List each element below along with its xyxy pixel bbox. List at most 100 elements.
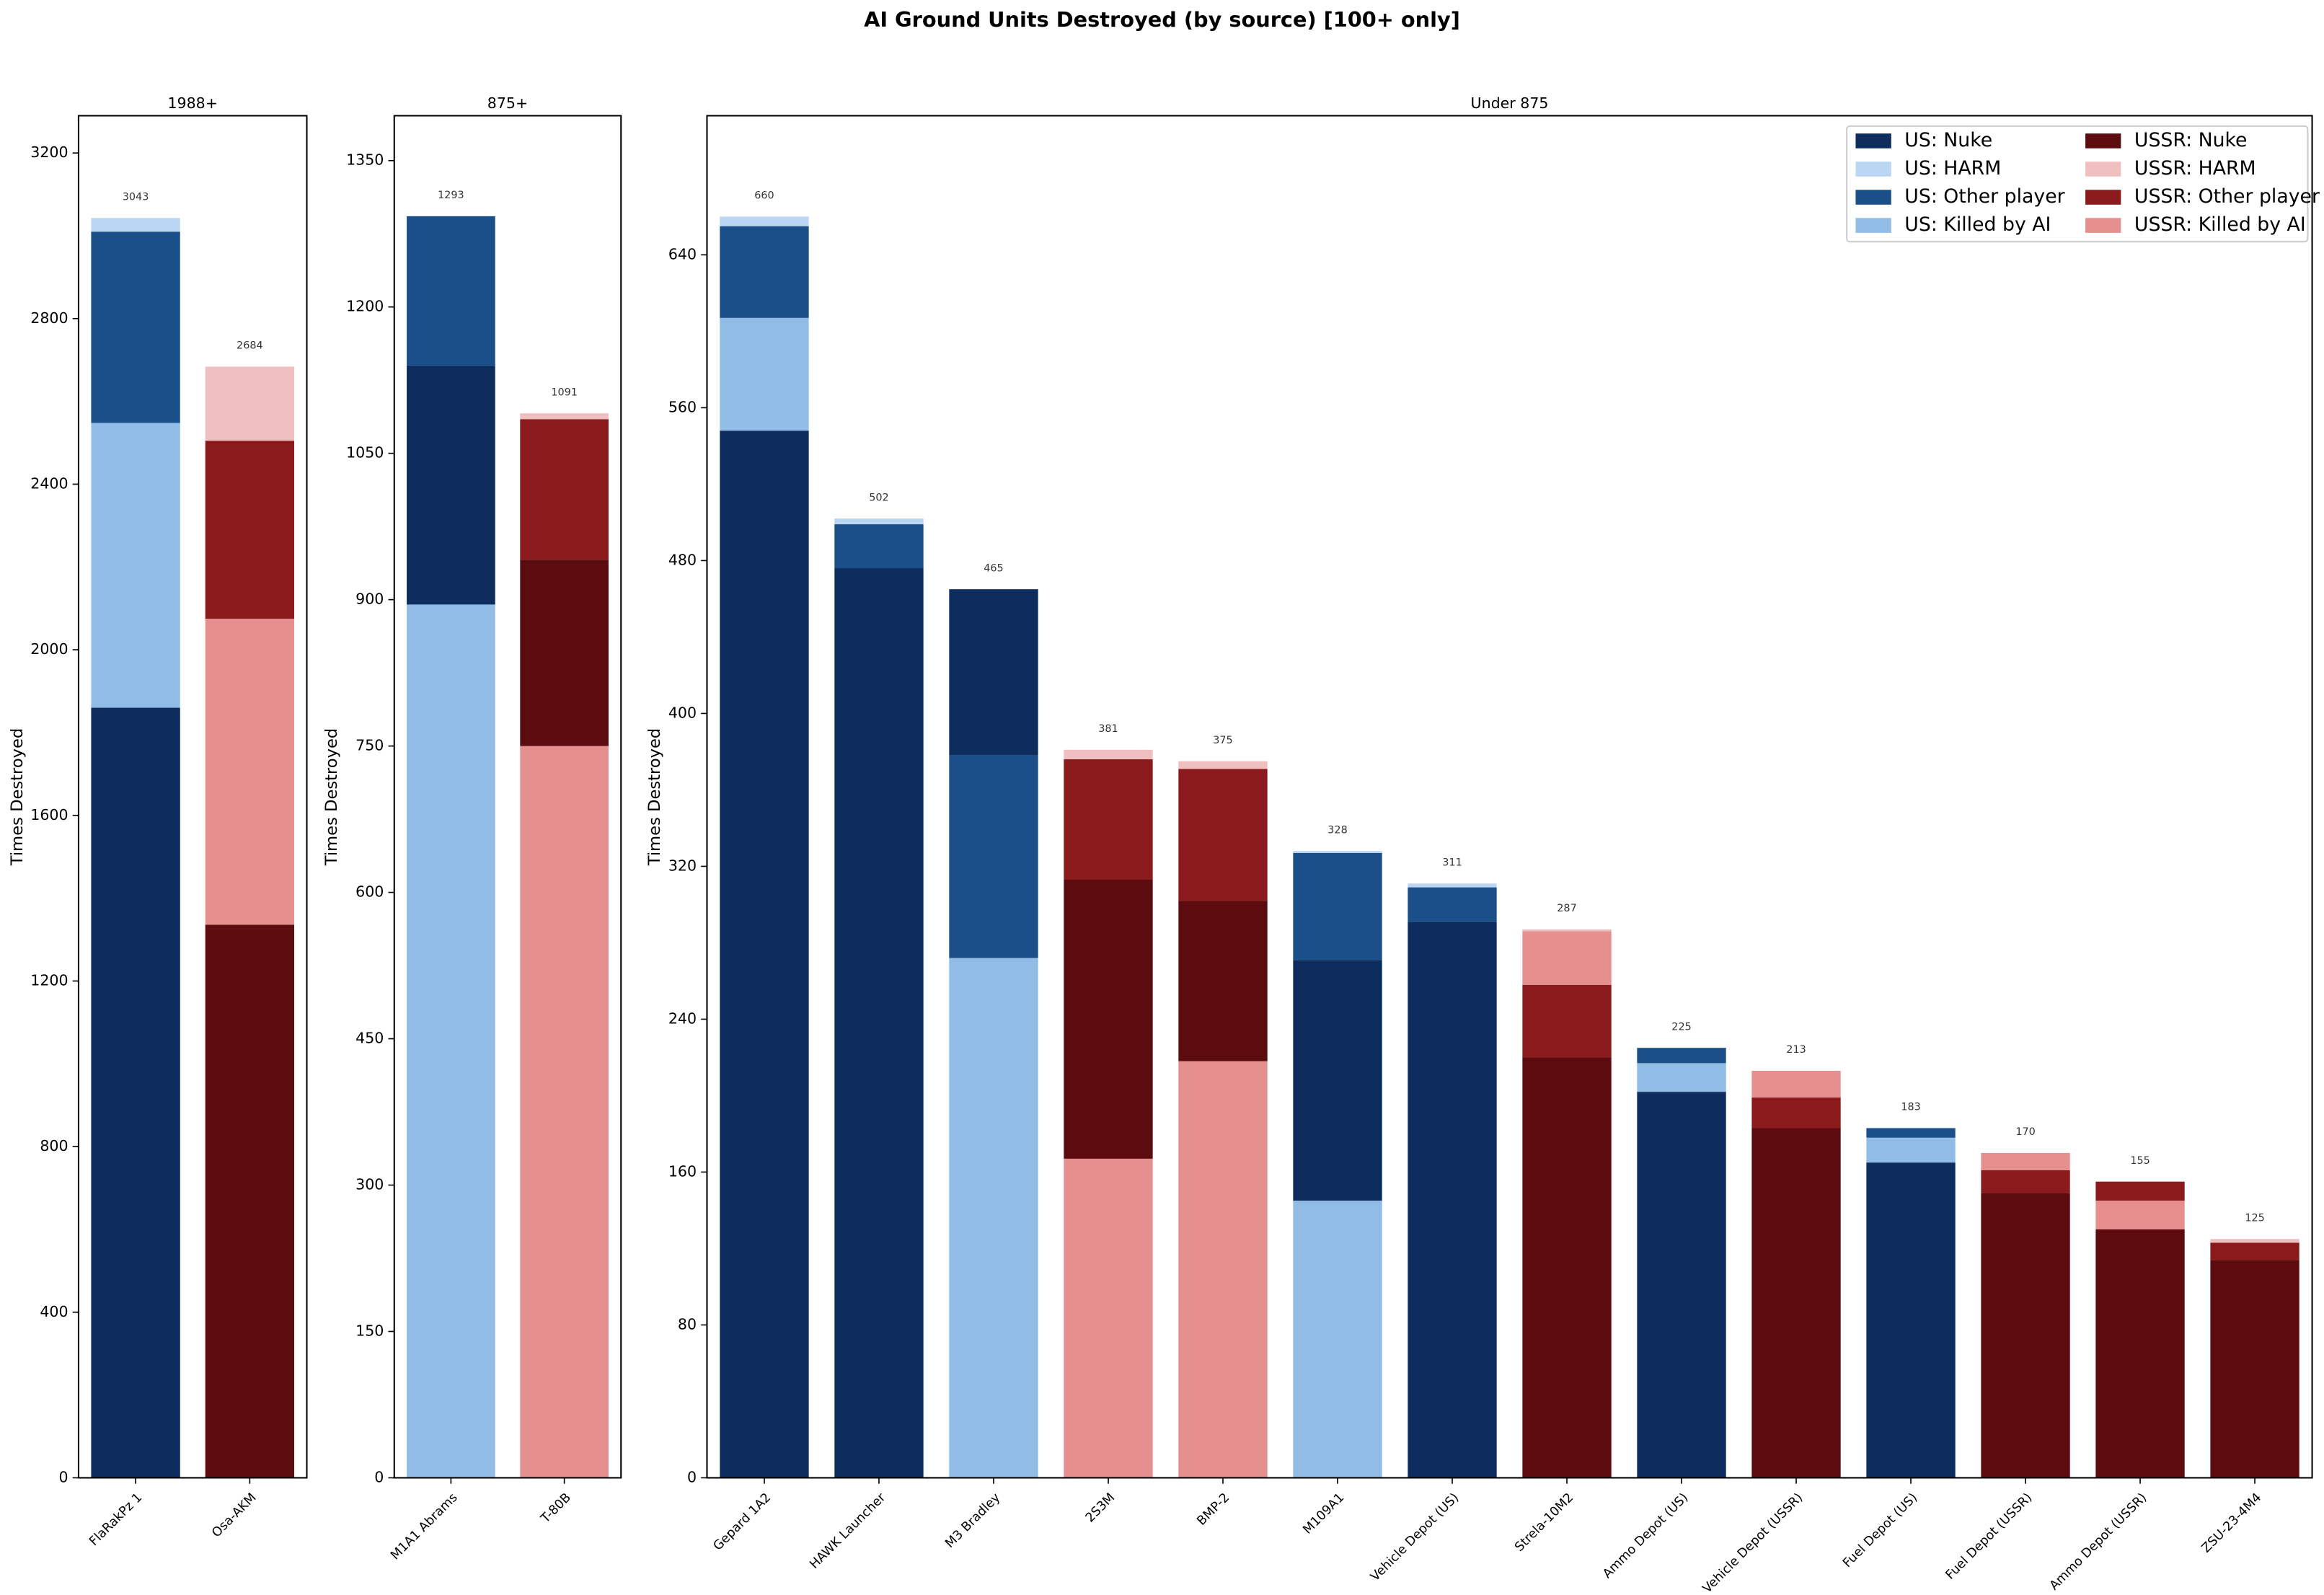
legend-swatch bbox=[1855, 218, 1891, 233]
bar-segment bbox=[520, 419, 609, 560]
x-tick-label: HAWK Launcher bbox=[807, 1490, 888, 1571]
bar-segment bbox=[720, 226, 809, 318]
bar-segment bbox=[1981, 1152, 2070, 1170]
bar-segment bbox=[1522, 931, 1612, 985]
y-tick-label: 3200 bbox=[30, 143, 68, 161]
bar-segment bbox=[1178, 769, 1268, 901]
bar-segment bbox=[1981, 1193, 2070, 1478]
y-tick-label: 0 bbox=[687, 1468, 697, 1485]
legend-swatch bbox=[2085, 190, 2121, 205]
legend-swatch bbox=[2085, 133, 2121, 149]
legend-label: USSR: Killed by AI bbox=[2134, 213, 2306, 236]
x-tick-label: M3 Bradley bbox=[942, 1490, 1003, 1551]
legend-label: US: Killed by AI bbox=[1904, 213, 2051, 236]
bar-segment bbox=[834, 568, 924, 1478]
bar-segment bbox=[2095, 1229, 2185, 1478]
x-tick-label: Vehicle Depot (USSR) bbox=[1700, 1490, 1806, 1595]
total-label: 3043 bbox=[123, 192, 149, 203]
x-tick-label: Vehicle Depot (US) bbox=[1368, 1490, 1462, 1584]
bar-segment bbox=[949, 755, 1038, 958]
total-label: 1091 bbox=[551, 386, 578, 398]
bar-segment bbox=[520, 746, 609, 1478]
total-label: 311 bbox=[1442, 857, 1462, 869]
y-tick-label: 560 bbox=[668, 398, 697, 415]
bar-segment bbox=[1178, 1061, 1268, 1478]
bar-segment bbox=[1178, 901, 1268, 1061]
bar-segment bbox=[1293, 851, 1382, 853]
legend-swatch bbox=[1855, 162, 1891, 177]
x-tick-label: Fuel Depot (US) bbox=[1840, 1490, 1920, 1570]
bar-segment bbox=[1178, 761, 1268, 769]
bar-segment bbox=[834, 524, 924, 569]
y-axis-label: Times Destroyed bbox=[645, 728, 664, 867]
total-label: 660 bbox=[754, 190, 774, 202]
panel-title: 1988+ bbox=[167, 94, 218, 112]
y-tick-label: 800 bbox=[40, 1137, 68, 1154]
bar-segment bbox=[1751, 1097, 1841, 1128]
x-tick-label: 2S3M bbox=[1083, 1490, 1118, 1525]
y-tick-label: 400 bbox=[40, 1303, 68, 1320]
y-tick-label: 1050 bbox=[346, 444, 384, 461]
bar-segment bbox=[91, 707, 180, 1478]
total-label: 183 bbox=[1901, 1102, 1920, 1113]
bar-segment bbox=[520, 560, 609, 746]
bar-segment bbox=[2210, 1242, 2299, 1260]
bar-segment bbox=[1408, 883, 1497, 888]
total-label: 381 bbox=[1098, 723, 1118, 735]
y-tick-label: 400 bbox=[668, 704, 697, 721]
legend-label: USSR: Other player bbox=[2134, 185, 2320, 208]
figure-title: AI Ground Units Destroyed (by source) [1… bbox=[864, 7, 1460, 32]
legend: US: Nuke US: HARM US: Other player US: Kill… bbox=[1846, 125, 2320, 243]
bar-segment bbox=[949, 589, 1038, 756]
plot-frame bbox=[77, 115, 308, 1479]
y-tick-label: 750 bbox=[355, 737, 384, 754]
bar-segment bbox=[2095, 1201, 2185, 1229]
y-tick-label: 600 bbox=[355, 883, 384, 901]
y-axis-label: Times Destroyed bbox=[322, 728, 341, 867]
bar-segment bbox=[720, 216, 809, 226]
legend-swatch bbox=[2085, 218, 2121, 233]
bar-segment bbox=[91, 423, 180, 708]
x-tick-label: Fuel Depot (USSR) bbox=[1943, 1490, 2036, 1583]
plot-frame bbox=[393, 115, 622, 1479]
x-tick-label: Ammo Depot (US) bbox=[1600, 1490, 1691, 1581]
bar-segment bbox=[720, 317, 809, 431]
plot-frame bbox=[706, 115, 2313, 1479]
total-label: 2684 bbox=[237, 340, 263, 352]
bar-segment bbox=[1522, 929, 1612, 932]
legend-label: US: Other player bbox=[1904, 185, 2064, 208]
y-tick-label: 80 bbox=[678, 1315, 697, 1333]
y-tick-label: 900 bbox=[355, 591, 384, 608]
bar-segment bbox=[1637, 1063, 1726, 1092]
y-tick-label: 2400 bbox=[30, 474, 68, 492]
total-label: 502 bbox=[869, 492, 888, 503]
bar-segment bbox=[1064, 1158, 1153, 1478]
bar-segment bbox=[1751, 1070, 1841, 1098]
bar-segment bbox=[1064, 749, 1153, 760]
legend-label: USSR: Nuke bbox=[2134, 129, 2248, 151]
bar-segment bbox=[407, 604, 495, 1478]
bar-segment bbox=[1866, 1137, 1956, 1163]
total-label: 170 bbox=[2015, 1126, 2035, 1138]
y-tick-label: 320 bbox=[668, 857, 697, 874]
x-tick-label: Ammo Depot (USSR) bbox=[2047, 1490, 2150, 1593]
total-label: 287 bbox=[1557, 903, 1576, 914]
legend-swatch bbox=[2085, 162, 2121, 177]
bar-segment bbox=[205, 619, 295, 925]
y-tick-label: 300 bbox=[355, 1176, 384, 1193]
legend-label: US: HARM bbox=[1904, 157, 2001, 180]
bar-segment bbox=[91, 231, 180, 423]
bar-segment bbox=[1064, 879, 1153, 1159]
x-tick-label: BMP-2 bbox=[1194, 1490, 1232, 1529]
y-tick-label: 1350 bbox=[346, 151, 384, 169]
bar-segment bbox=[1981, 1170, 2070, 1193]
x-tick-label: ZSU-23-4M4 bbox=[2199, 1490, 2264, 1555]
y-tick-label: 1200 bbox=[346, 298, 384, 315]
x-tick-label: T-80B bbox=[538, 1490, 574, 1526]
bar-segment bbox=[1293, 960, 1382, 1201]
y-tick-label: 450 bbox=[355, 1030, 384, 1047]
y-tick-label: 240 bbox=[668, 1009, 697, 1027]
bar-segment bbox=[1866, 1128, 1956, 1138]
bar-segment bbox=[834, 518, 924, 525]
legend-swatch bbox=[1855, 133, 1891, 149]
